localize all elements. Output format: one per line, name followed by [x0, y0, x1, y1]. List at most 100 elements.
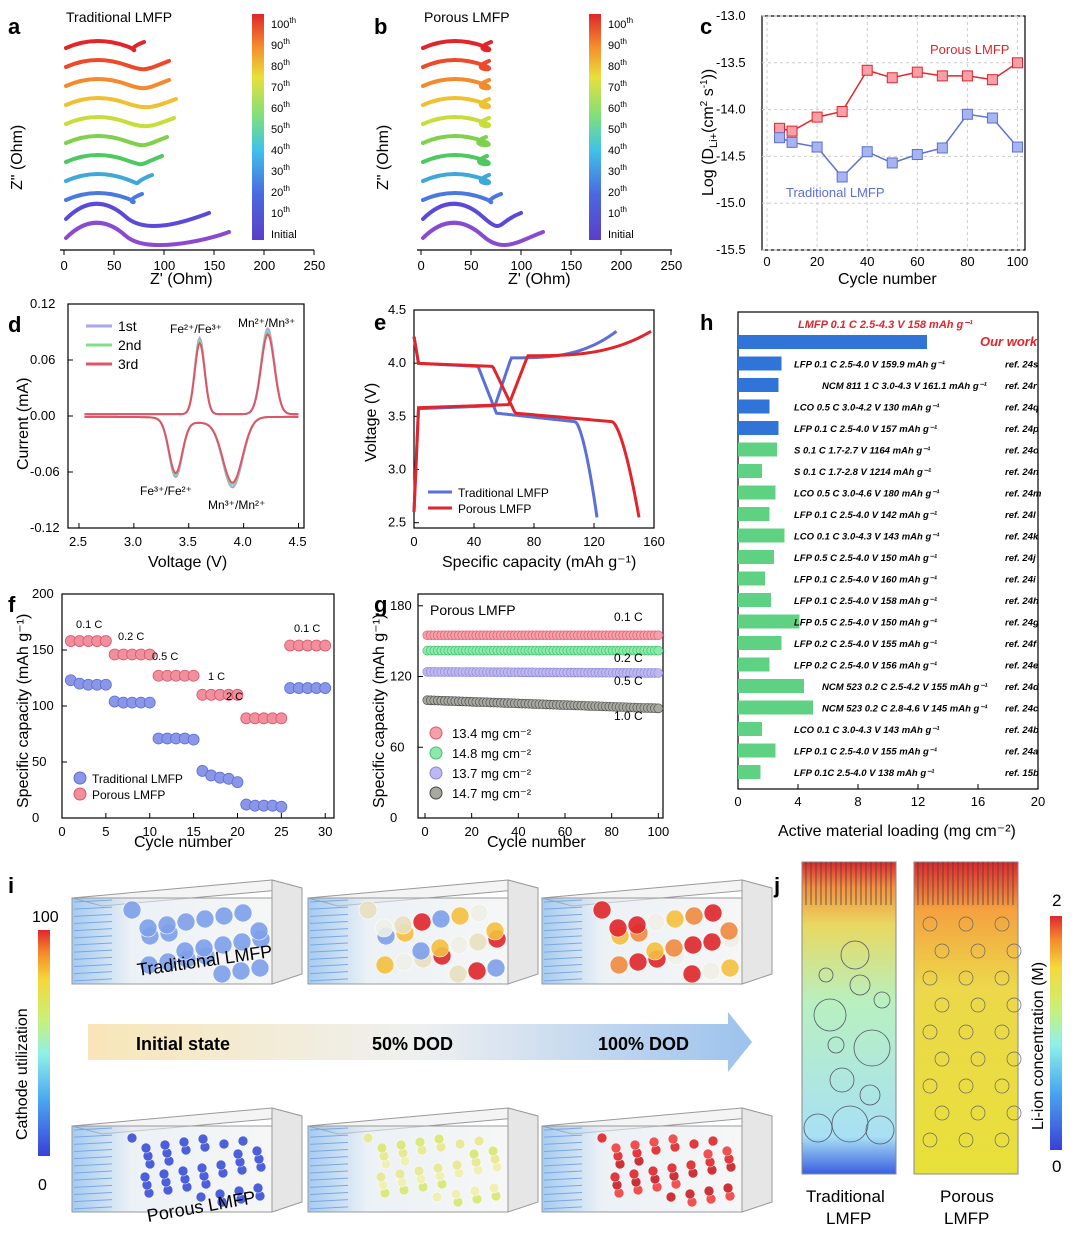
data-point: [99, 678, 112, 691]
bar-ref. 24c: [738, 700, 813, 715]
panel-d-curves: [84, 326, 299, 489]
panel-h-letter: h: [700, 310, 713, 335]
current-collector-line: [73, 1192, 113, 1195]
nyquist-curve-40th: [64, 153, 164, 167]
particle-outline: [994, 1078, 1010, 1094]
bar-label: LFP 0.1 C 2.5-4.0 V 159.9 mAh g⁻¹: [794, 360, 946, 371]
panel-c-grid: [762, 15, 1025, 251]
bar-ref: ref. 24h: [1005, 596, 1039, 607]
x-tick-label: 250: [661, 258, 683, 273]
bar-label: S 0.1 C 1.7-2.8 V 1214 mAh g⁻¹: [794, 467, 932, 478]
data-point: [786, 125, 798, 137]
particle: [218, 1138, 230, 1150]
panel-c-label-porous: Porous LMFP: [930, 42, 1009, 57]
panel-i-colorbar-label: Cathode utilization: [14, 1008, 31, 1140]
bar-ref. 24f: [738, 636, 782, 650]
nyquist-curve-Initial: [64, 220, 231, 248]
x-tick-label: 100: [511, 258, 533, 273]
y-tick-label: -0.06: [30, 464, 60, 479]
legend-label-90th: 90th: [271, 37, 290, 52]
particle: [469, 1185, 481, 1197]
panel-f-ticks: 0 5 10 15 20 25 30 200 150 100 50 0: [32, 586, 332, 839]
panel-e-legend: Traditional LMFP Porous LMFP: [428, 486, 549, 516]
particle: [232, 1148, 244, 1160]
bar-ref: ref. 24j: [1005, 553, 1036, 564]
particle: [646, 912, 666, 932]
legend-label: 14.7 mg cm⁻²: [452, 786, 532, 801]
particle: [158, 952, 178, 972]
panel-d-ylabel: Current (mA): [15, 378, 32, 470]
particle-outline: [970, 943, 986, 959]
particle: [214, 906, 234, 926]
legend-label: 13.4 mg cm⁻²: [452, 726, 532, 741]
x-tick-label: 10: [143, 824, 157, 839]
x-tick-label: 25: [274, 824, 288, 839]
x-tick-label: 3.0: [124, 534, 142, 549]
particle-outline: [813, 998, 847, 1032]
data-point: [1011, 141, 1023, 153]
particle: [648, 1136, 660, 1148]
current-collector-line: [73, 906, 113, 910]
panel-d-ticks: 2.5 3.0 3.5 4.0 4.5 0.12 0.06 0.00 -0.06 -0.12: [30, 296, 307, 549]
bar-ref. 24d: [738, 679, 804, 693]
particle: [375, 1171, 387, 1183]
nyquist-curve-60th: [421, 115, 492, 129]
particle: [667, 1133, 679, 1145]
bar-ref. 24q: [738, 399, 770, 414]
legend-label: 3rd: [118, 356, 138, 372]
particle: [176, 912, 196, 932]
rate-label: 2 C: [226, 691, 243, 703]
bar-ref. 24b: [738, 722, 762, 736]
box-por-50: [307, 1107, 539, 1213]
panel-g-ticks: 0 20 40 60 80 100 180 120 60 0: [390, 598, 669, 839]
current-collector-line: [309, 1134, 349, 1138]
rate-label: 1 C: [208, 671, 225, 683]
particle: [485, 921, 505, 941]
legend-label-60th: 60th: [271, 100, 290, 115]
particle: [252, 1182, 264, 1194]
nyquist-curve-90th: [421, 58, 492, 72]
x-tick-label: 20: [230, 824, 244, 839]
current-collector-line: [543, 1141, 583, 1145]
legend-label: Traditional LMFP: [92, 772, 183, 786]
particle: [231, 961, 251, 981]
particle: [431, 909, 451, 929]
current-collector-line: [73, 956, 113, 960]
particle-outline: [922, 1024, 938, 1040]
particle: [451, 1159, 463, 1171]
current-collector-line: [73, 1141, 113, 1145]
particle-outline: [853, 1029, 891, 1067]
nyquist-curve-70th: [421, 96, 492, 110]
particle: [158, 1168, 170, 1180]
current-collector-line: [309, 1199, 349, 1203]
y-tick-label: 3.0: [388, 462, 406, 477]
legend-label-30th: 30th: [271, 163, 290, 178]
bar-label: LFP 0.2 C 2.5-4.0 V 155 mAh g⁻¹: [794, 639, 938, 650]
sup: th: [289, 16, 296, 25]
current-collector-line: [543, 956, 583, 960]
bar-ref. 24p: [738, 421, 779, 435]
nyquist-curve-10th: [64, 201, 211, 228]
sup: th: [626, 16, 633, 25]
legend-label-Initial: Initial: [271, 229, 297, 241]
particle-outline: [934, 943, 950, 959]
panel-i: i 100 0 Cathode utilization Initial stat…: [8, 873, 773, 1226]
panel-a-ticks: 0 50 100 150 200 250: [61, 250, 325, 273]
sup: th: [620, 37, 627, 46]
current-collector-line: [543, 1184, 583, 1188]
current-collector-line: [73, 921, 113, 924]
bar-ref: ref. 24s: [1005, 360, 1038, 371]
data-point: [861, 64, 873, 76]
current-collector-line: [543, 971, 583, 975]
legend-label-100th: 100th: [608, 16, 633, 31]
current-collector-line: [543, 1170, 583, 1174]
current-collector-line: [73, 1134, 113, 1138]
bar-ref: ref. 24l: [1005, 510, 1036, 521]
box-side: [741, 879, 773, 985]
particle-outline: [840, 940, 870, 970]
data-point: [811, 141, 823, 153]
particle: [195, 909, 215, 929]
y-tick-label: 2.5: [388, 515, 406, 530]
y-tick-label: -13.0: [716, 8, 746, 23]
